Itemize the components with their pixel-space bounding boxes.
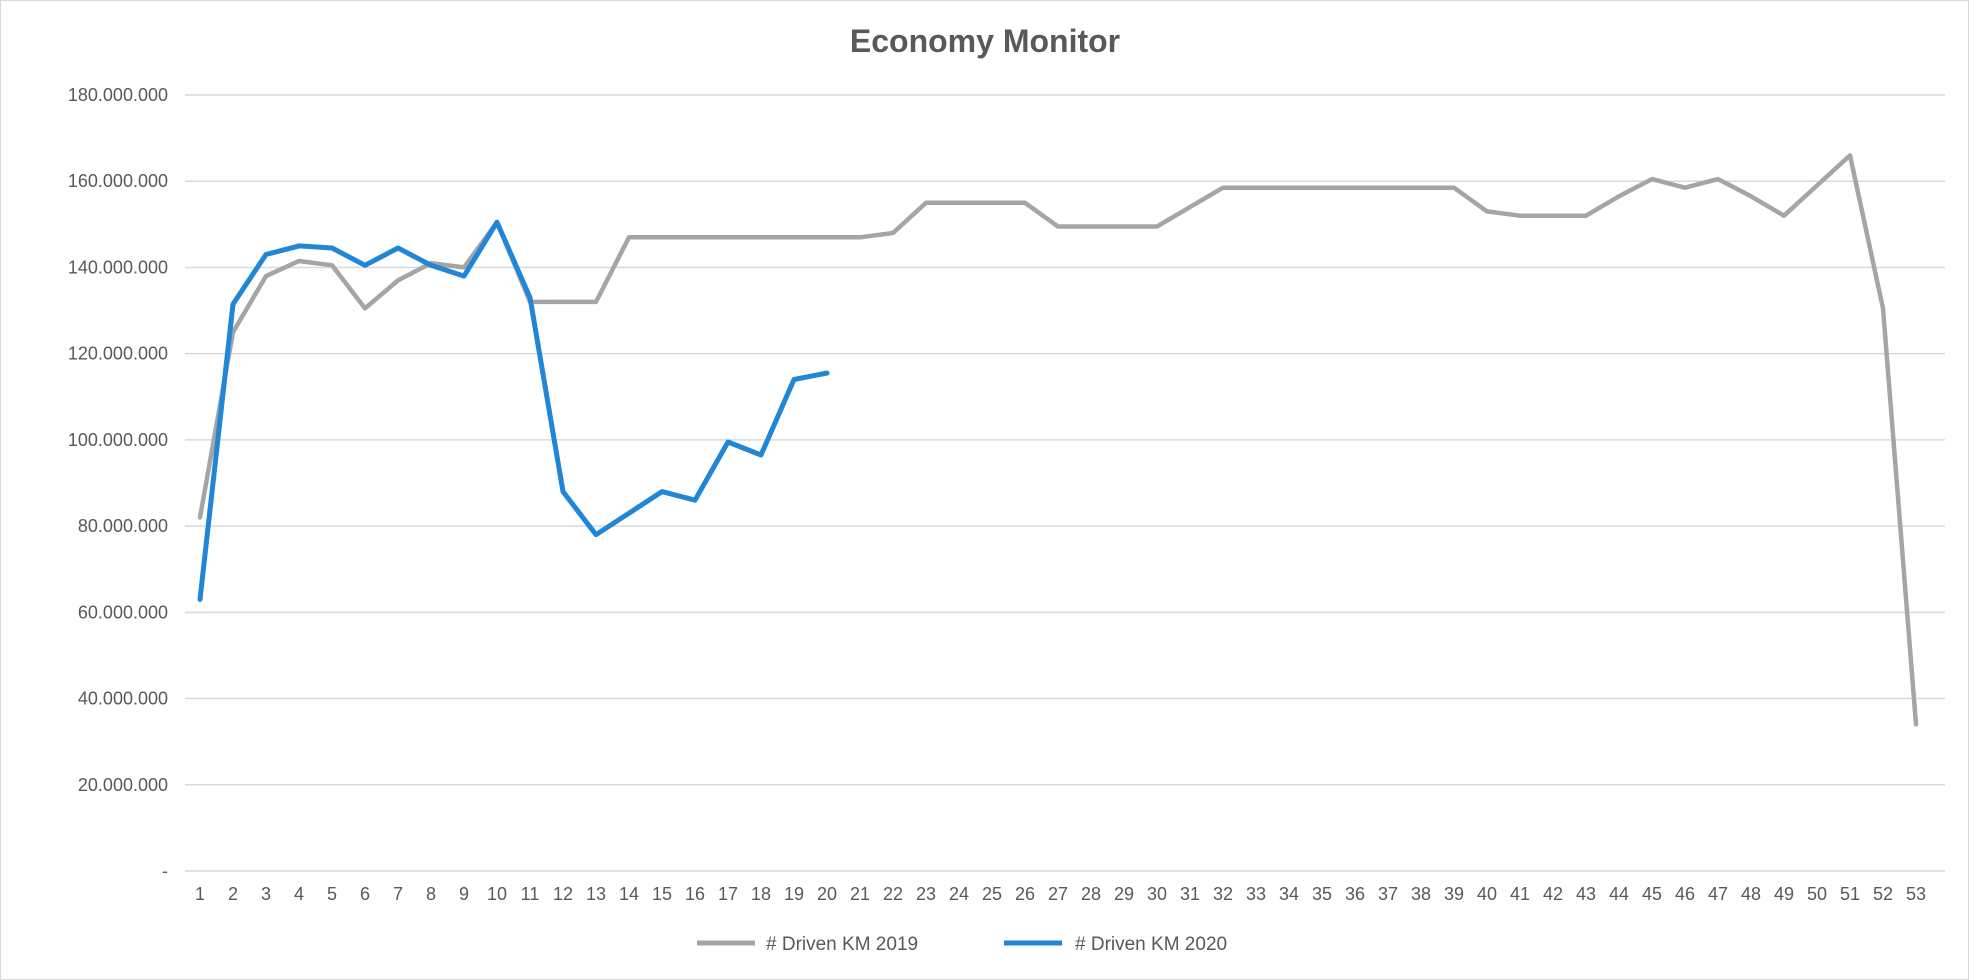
x-tick-label: 12 <box>553 884 573 904</box>
x-tick-label: 42 <box>1543 884 1563 904</box>
x-tick-label: 40 <box>1477 884 1497 904</box>
x-tick-label: 39 <box>1444 884 1464 904</box>
x-tick-label: 50 <box>1807 884 1827 904</box>
x-tick-label: 45 <box>1642 884 1662 904</box>
x-tick-label: 18 <box>751 884 771 904</box>
x-tick-label: 49 <box>1774 884 1794 904</box>
x-tick-label: 34 <box>1279 884 1299 904</box>
x-tick-label: 52 <box>1873 884 1893 904</box>
x-tick-label: 16 <box>685 884 705 904</box>
x-axis-ticks: 1 2 3 4 5 6 7 8 9 10 11 12 13 14 15 16 17 18 19 20 21 22 23 24 2… <box>195 884 1926 904</box>
x-tick-label: 21 <box>850 884 870 904</box>
y-tick-label: - <box>162 861 168 881</box>
gridlines <box>185 94 1945 872</box>
x-tick-label: 17 <box>718 884 738 904</box>
x-tick-label: 15 <box>652 884 672 904</box>
x-tick-label: 38 <box>1411 884 1431 904</box>
x-tick-label: 22 <box>883 884 903 904</box>
x-tick-label: 41 <box>1510 884 1530 904</box>
y-tick-label: 60.000.000 <box>78 602 168 622</box>
x-tick-label: 48 <box>1741 884 1761 904</box>
x-tick-label: 13 <box>586 884 606 904</box>
x-tick-label: 10 <box>487 884 507 904</box>
y-tick-label: 140.000.000 <box>68 257 168 277</box>
legend: # Driven KM 2019 # Driven KM 2020 <box>697 934 1227 955</box>
y-tick-label: 100.000.000 <box>68 430 168 450</box>
x-tick-label: 1 <box>195 884 205 904</box>
x-tick-label: 53 <box>1906 884 1926 904</box>
chart-title: Economy Monitor <box>850 23 1120 59</box>
x-tick-label: 37 <box>1378 884 1398 904</box>
series-line-2 <box>197 219 830 602</box>
x-tick-label: 7 <box>393 884 403 904</box>
y-tick-label: 120.000.000 <box>68 344 168 364</box>
x-tick-label: 33 <box>1246 884 1266 904</box>
x-tick-label: 30 <box>1147 884 1167 904</box>
x-tick-label: 26 <box>1015 884 1035 904</box>
x-tick-label: 19 <box>784 884 804 904</box>
x-tick-label: 8 <box>426 884 436 904</box>
x-tick-label: 44 <box>1609 884 1629 904</box>
x-tick-label: 28 <box>1081 884 1101 904</box>
x-tick-label: 36 <box>1345 884 1365 904</box>
x-tick-label: 14 <box>619 884 639 904</box>
x-tick-label: 23 <box>916 884 936 904</box>
y-tick-label: 20.000.000 <box>78 775 168 795</box>
x-tick-label: 6 <box>360 884 370 904</box>
x-tick-label: 32 <box>1213 884 1233 904</box>
x-tick-label: 31 <box>1180 884 1200 904</box>
y-tick-label: 40.000.000 <box>78 689 168 709</box>
x-tick-label: 2 <box>228 884 238 904</box>
y-tick-label: 80.000.000 <box>78 516 168 536</box>
x-tick-label: 51 <box>1840 884 1860 904</box>
x-tick-label: 25 <box>982 884 1002 904</box>
x-tick-label: 47 <box>1708 884 1728 904</box>
legend-label: # Driven KM 2020 <box>1075 934 1227 955</box>
y-axis-ticks: - 20.000.000 40.000.000 60.000.000 80.000.00… <box>68 85 168 881</box>
x-tick-label: 4 <box>294 884 304 904</box>
x-tick-label: 9 <box>459 884 469 904</box>
x-tick-label: 11 <box>521 884 540 904</box>
x-tick-label: 35 <box>1312 884 1332 904</box>
x-tick-label: 46 <box>1675 884 1695 904</box>
x-tick-label: 3 <box>261 884 271 904</box>
y-tick-label: 160.000.000 <box>68 171 168 191</box>
x-tick-label: 5 <box>327 884 337 904</box>
series-lines <box>197 153 1919 727</box>
x-tick-label: 29 <box>1114 884 1134 904</box>
x-tick-label: 27 <box>1048 884 1068 904</box>
x-tick-label: 20 <box>817 884 837 904</box>
y-tick-label: 180.000.000 <box>68 85 168 105</box>
x-tick-label: 24 <box>949 884 969 904</box>
legend-label: # Driven KM 2019 <box>766 934 918 955</box>
x-tick-label: 43 <box>1576 884 1596 904</box>
